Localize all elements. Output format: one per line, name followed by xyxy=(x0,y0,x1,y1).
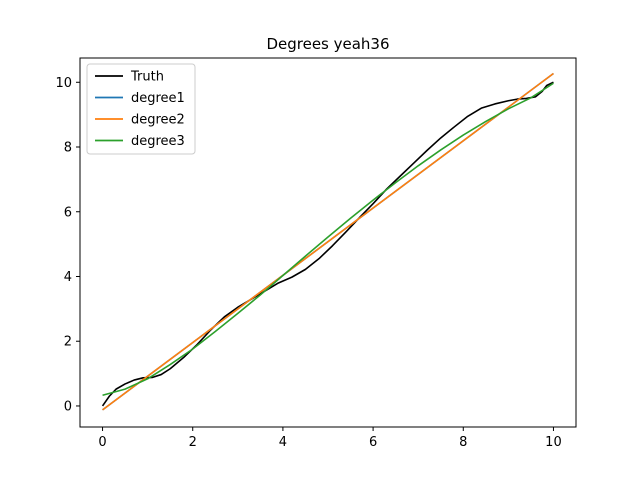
y-tick-label: 8 xyxy=(64,141,72,156)
legend-label-Truth: Truth xyxy=(130,70,164,85)
y-tick-label: 2 xyxy=(64,335,72,350)
chart-title: Degrees yeah36 xyxy=(266,35,389,53)
x-tick-label: 8 xyxy=(459,435,467,450)
plot-frame xyxy=(79,57,577,428)
x-tick-label: 2 xyxy=(189,435,197,450)
legend-box xyxy=(86,63,196,155)
series-line-degree3 xyxy=(102,82,554,397)
x-tick-label: 4 xyxy=(279,435,287,450)
y-tick-label: 0 xyxy=(64,399,72,414)
legend-label-degree2: degree2 xyxy=(131,113,185,128)
legend-label-degree1: degree1 xyxy=(131,91,185,106)
x-axis: 0 2 4 6 8 10 xyxy=(98,427,562,450)
y-tick-label: 10 xyxy=(55,76,72,91)
series-layer xyxy=(101,72,554,411)
y-tick-label: 4 xyxy=(64,270,72,285)
y-axis: 0 2 4 6 8 10 xyxy=(55,76,80,414)
y-tick-label: 6 xyxy=(64,205,72,220)
x-tick-label: 10 xyxy=(545,435,562,450)
series-line-degree2 xyxy=(102,72,554,411)
x-tick-label: 0 xyxy=(98,435,106,450)
x-tick-label: 6 xyxy=(369,435,377,450)
legend: Truth degree1 degree2 degree3 xyxy=(86,63,196,155)
series-line-Truth xyxy=(101,81,554,407)
legend-label-degree3: degree3 xyxy=(131,134,185,149)
